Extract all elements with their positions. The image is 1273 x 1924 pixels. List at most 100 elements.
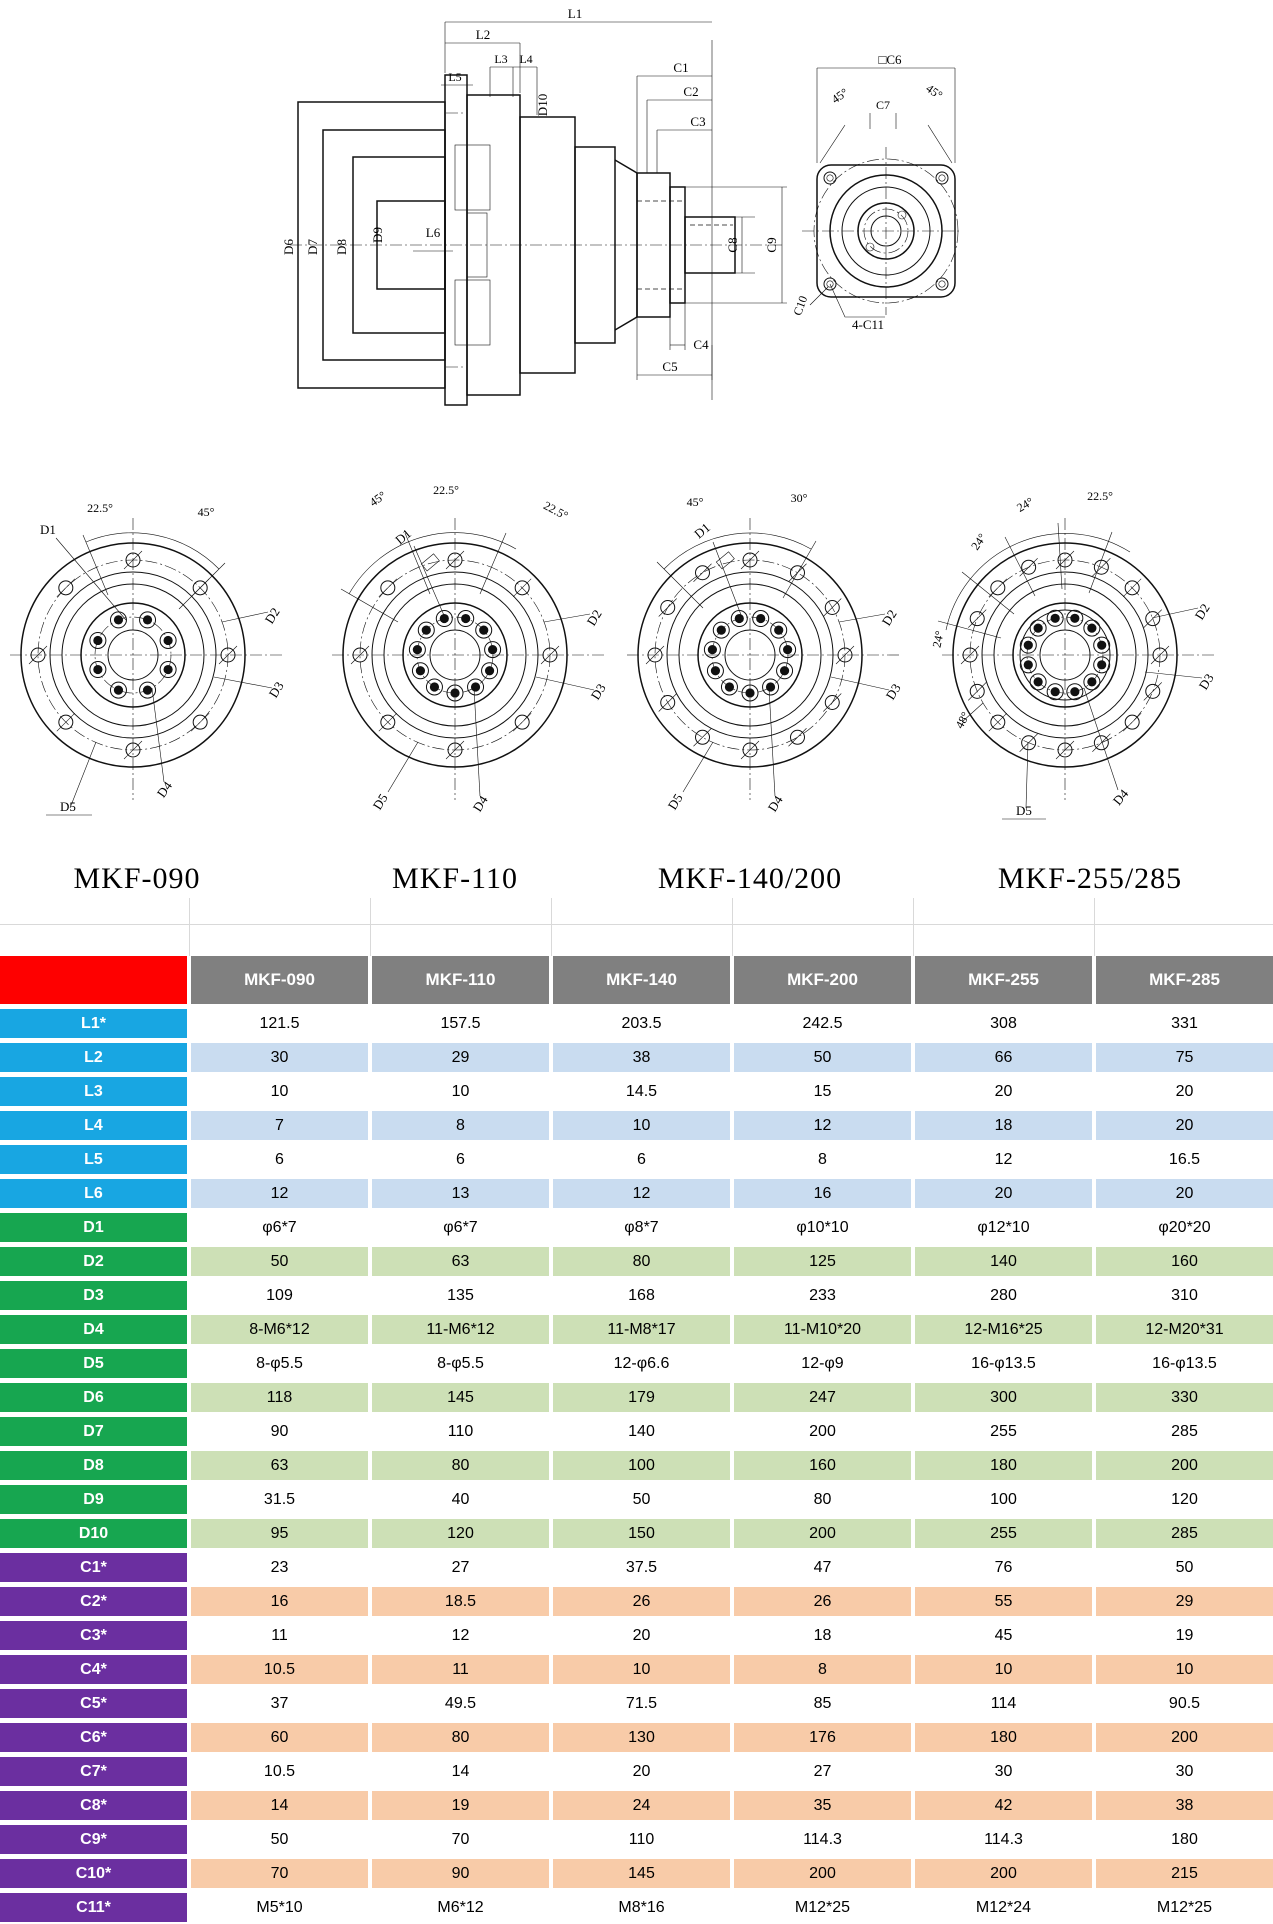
spec-cell: 255 [915,1519,1092,1548]
inner-hole [703,641,721,659]
spec-cell: 200 [734,1859,911,1888]
spec-cell: M12*25 [1096,1893,1273,1922]
spec-cell: 180 [915,1723,1092,1752]
spec-cell: 203.5 [553,1009,730,1038]
inner-hole [706,662,724,680]
inner-hole-core [479,625,489,635]
spec-cell: 95 [191,1519,368,1548]
spec-cell: 29 [1096,1587,1273,1616]
spec-cell: 330 [1096,1383,1273,1412]
inner-hole [89,661,107,679]
spec-cell: 75 [1096,1043,1273,1072]
outer-hole [1057,552,1073,568]
spec-row-label: C3* [0,1621,187,1650]
spec-cell: 255 [915,1417,1092,1446]
bolt-pattern-view-mkf-110: 45° 22.5° 22.5° D1 D2 D3 D4 D5 [332,483,609,814]
angle-label: 45° [367,488,389,509]
dim-label-4-c11: 4-C11 [852,317,884,332]
spec-cell: 8-φ5.5 [191,1349,368,1378]
inner-hole-core [765,682,776,692]
inner-hole [776,662,794,680]
inner-hole-core [745,688,755,698]
inner-hole [484,641,502,659]
column-header: MKF-255 [915,956,1092,1004]
spec-row-label: C6* [0,1723,187,1752]
spec-cell: 20 [1096,1111,1273,1140]
dim-label-c2: C2 [683,84,698,99]
spec-cell: 12 [191,1179,368,1208]
spec-cell: M5*10 [191,1893,368,1922]
dim-label-d4: D4 [1110,786,1132,808]
inner-hole-core [421,625,431,635]
spec-cell: 120 [1096,1485,1273,1514]
inner-hole-core [488,644,498,655]
spec-row-label: L2 [0,1043,187,1072]
spec-cell: 23 [191,1553,368,1582]
inner-hole-core [1033,677,1043,687]
spec-cell: 66 [915,1043,1092,1072]
table-row: D7 90 110 140 200 255 285 [0,1417,1273,1446]
spec-cell: 20 [553,1757,730,1786]
dim-label-d8: D8 [334,239,349,255]
spec-cell: 10 [915,1655,1092,1684]
table-row: D6 118 145 179 247 300 330 [0,1383,1273,1412]
spec-cell: 145 [372,1383,549,1412]
spec-row-label: L5 [0,1145,187,1174]
table-row: L1* 121.5 157.5 203.5 242.5 308 331 [0,1009,1273,1038]
spec-cell: 8 [734,1655,911,1684]
spec-row-label: L4 [0,1111,187,1140]
spec-cell: 285 [1096,1417,1273,1446]
angle-label: 24° [1014,494,1036,515]
outer-hole [58,580,74,596]
dim-label-c3: C3 [690,114,705,129]
angle-label: 45° [687,495,704,509]
spec-row-label: D1 [0,1213,187,1242]
outer-hole [380,714,396,730]
spec-cell: M8*16 [553,1893,730,1922]
dim-label-d3: D3 [266,679,287,700]
inner-hole [1093,656,1111,674]
dim-label-d1: D1 [392,526,414,548]
spec-cell: 19 [372,1791,549,1820]
spec-cell: 60 [191,1723,368,1752]
outer-hole [742,552,758,568]
outer-hole [1021,559,1037,575]
table-row: C10* 70 90 145 200 200 215 [0,1859,1273,1888]
inner-hole-core [142,685,153,695]
spec-cell: 26 [553,1587,730,1616]
spec-cell: 157.5 [372,1009,549,1038]
inner-hole-core [1023,660,1033,670]
inner-hole [1046,683,1064,701]
inner-hole-core [756,613,766,624]
spec-cell: 63 [191,1451,368,1480]
spec-cell: 50 [734,1043,911,1072]
inner-hole-core [1033,623,1043,633]
inner-hole [109,611,127,629]
inner-hole-core [484,666,495,676]
spec-row-label: D5 [0,1349,187,1378]
shaft-bore [870,215,902,247]
spec-cell: 12 [734,1111,911,1140]
spec-cell: 31.5 [191,1485,368,1514]
outer-hole [1152,647,1168,663]
spec-cell: 10.5 [191,1757,368,1786]
spec-cell: φ20*20 [1096,1213,1273,1242]
corner-bolt-holes [823,171,949,291]
spec-row-label: C11* [0,1893,187,1922]
table-row: C8* 14 19 24 35 42 38 [0,1791,1273,1820]
inner-hole-core [470,682,481,692]
inner-hole-core [1070,687,1080,697]
spec-cell: M12*24 [915,1893,1092,1922]
outer-hole [125,552,141,568]
outer-hole [824,600,840,615]
spec-row-label: C10* [0,1859,187,1888]
spec-row-label: C7* [0,1757,187,1786]
spec-cell: 242.5 [734,1009,911,1038]
inner-hole-core [710,666,721,676]
table-row: C5* 37 49.5 71.5 85 114 90.5 [0,1689,1273,1718]
model-caption-mkf-090: MKF-090 [73,862,201,895]
table-row: L5 6 6 6 8 12 16.5 [0,1145,1273,1174]
spec-cell: 11 [372,1655,549,1684]
table-row: C3* 11 12 20 18 45 19 [0,1621,1273,1650]
spec-cell: 200 [734,1519,911,1548]
